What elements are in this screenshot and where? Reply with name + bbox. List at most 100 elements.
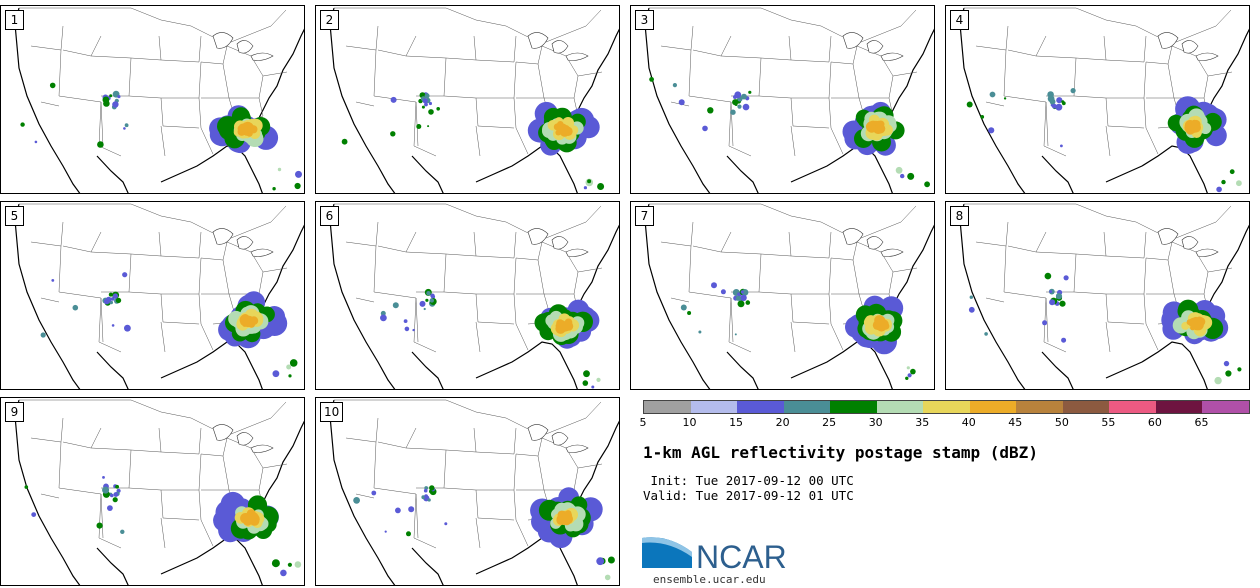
state-border — [720, 231, 830, 325]
state-border — [964, 7, 1232, 43]
radar-echo — [406, 531, 411, 537]
radar-echo — [1051, 103, 1057, 109]
state-border — [160, 231, 214, 351]
radar-echo — [217, 116, 237, 137]
radar-echo — [97, 141, 104, 148]
state-border — [355, 297, 481, 353]
colorbar-tick-label: 30 — [868, 416, 883, 429]
reflectivity-field — [680, 282, 916, 380]
radar-echo — [1055, 293, 1063, 300]
reflectivity-field — [966, 88, 1242, 193]
radar-echo — [241, 318, 247, 324]
state-border — [475, 35, 529, 155]
radar-echo — [678, 99, 685, 106]
great-lakes — [212, 228, 274, 257]
member-panel-7: 7 — [630, 201, 935, 390]
member-panel-2: 2 — [315, 5, 620, 194]
radar-echo — [734, 333, 737, 336]
state-border — [790, 35, 844, 155]
state-border — [670, 297, 796, 353]
radar-echo — [96, 522, 103, 529]
radar-echo — [124, 324, 131, 332]
state-border — [160, 427, 214, 547]
radar-echo — [404, 326, 410, 332]
radar-echo — [745, 300, 751, 305]
ncar-logo-text: NCAR — [696, 539, 787, 575]
colorbar-tick-label: 45 — [1008, 416, 1023, 429]
ncar-logo: NCAR — [642, 537, 787, 575]
radar-echo — [702, 125, 708, 132]
colorbar-segment — [830, 401, 877, 413]
conus-map — [329, 7, 619, 193]
radar-echo — [294, 561, 302, 568]
conus-map — [329, 399, 619, 585]
reflectivity-field — [649, 77, 930, 188]
radar-echo — [698, 330, 702, 334]
radar-echo — [687, 311, 692, 315]
radar-echo — [424, 494, 428, 499]
radar-echo — [280, 569, 287, 577]
colorbar-segment — [923, 401, 970, 413]
state-border — [964, 203, 1232, 239]
radar-echo — [412, 328, 415, 332]
colorbar-segment — [1016, 401, 1063, 413]
radar-echo — [587, 179, 592, 184]
state-border — [1105, 35, 1159, 155]
radar-echo — [295, 170, 302, 178]
colorbar-segment — [644, 401, 691, 413]
coastline — [14, 203, 304, 389]
radar-echo — [20, 122, 25, 127]
colorbar-tick-label: 5 — [639, 416, 647, 429]
radar-echo — [371, 490, 377, 496]
radar-echo — [424, 102, 428, 107]
colorbar-tick-label: 40 — [961, 416, 976, 429]
state-border — [334, 399, 602, 435]
radar-echo — [288, 374, 292, 378]
radar-echo — [907, 373, 912, 378]
state-border — [160, 35, 214, 155]
radar-echo — [419, 300, 426, 307]
radar-echo — [748, 90, 752, 94]
state-border — [40, 101, 166, 157]
radar-echo — [591, 385, 595, 389]
radar-echo — [408, 506, 415, 513]
radar-echo — [1063, 275, 1069, 281]
coastline — [959, 7, 1249, 193]
radar-echo — [34, 140, 38, 144]
coastline — [644, 203, 934, 389]
radar-echo — [564, 318, 573, 327]
radar-echo — [120, 529, 125, 534]
radar-echo — [720, 289, 726, 295]
radar-echo — [1055, 103, 1063, 111]
radar-echo — [40, 332, 46, 338]
init-time: Init: Tue 2017-09-12 00 UTC — [643, 473, 854, 488]
great-lakes — [842, 32, 904, 61]
radar-echo — [1223, 360, 1230, 367]
radar-echo — [1225, 370, 1232, 377]
radar-echo — [272, 370, 280, 378]
radar-echo — [424, 93, 430, 99]
radar-echo — [107, 505, 113, 511]
conus-map — [959, 203, 1249, 389]
radar-echo — [989, 91, 996, 98]
radar-echo — [1186, 124, 1195, 133]
great-lakes — [527, 424, 589, 453]
colorbar-tick-label: 10 — [682, 416, 697, 429]
radar-echo — [649, 77, 654, 82]
member-number-label: 6 — [320, 206, 339, 226]
reflectivity-field — [40, 272, 298, 378]
colorbar-tick-label: 35 — [915, 416, 930, 429]
radar-echo — [51, 279, 55, 282]
radar-echo — [895, 166, 903, 174]
radar-echo — [1056, 97, 1063, 104]
state-border — [720, 35, 830, 129]
radar-echo — [102, 96, 110, 104]
state-border — [1035, 35, 1145, 129]
radar-echo — [72, 304, 79, 311]
radar-echo — [582, 380, 589, 386]
radar-echo — [392, 302, 399, 309]
radar-echo — [742, 103, 750, 111]
state-border — [790, 231, 844, 351]
state-border — [19, 7, 287, 43]
radar-echo — [112, 293, 119, 299]
